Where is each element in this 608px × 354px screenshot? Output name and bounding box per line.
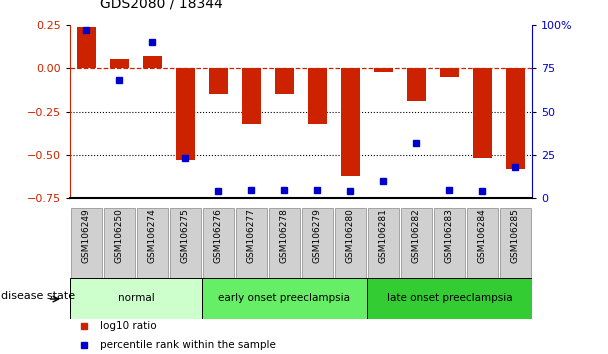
Text: normal: normal [117,293,154,303]
Bar [103,208,135,278]
Bar [440,68,460,77]
Bar [434,208,465,278]
Bar [506,68,525,169]
Text: GSM106280: GSM106280 [346,208,355,263]
Bar [241,68,261,124]
Text: GSM106275: GSM106275 [181,208,190,263]
Bar [202,208,234,278]
Bar [137,208,168,278]
Bar [236,208,268,278]
Text: GSM106276: GSM106276 [214,208,223,263]
Bar [472,68,492,158]
Text: GSM106278: GSM106278 [280,208,289,263]
Text: GSM106250: GSM106250 [115,208,124,263]
Bar [308,68,327,124]
Bar [340,68,361,176]
Bar [401,208,432,278]
Text: GSM106249: GSM106249 [82,208,91,263]
Text: GSM106277: GSM106277 [247,208,256,263]
Text: disease state: disease state [1,291,75,301]
Text: late onset preeclampsia: late onset preeclampsia [387,293,513,303]
Text: percentile rank within the sample: percentile rank within the sample [100,340,276,350]
Bar [275,68,294,94]
Bar [70,278,202,319]
Text: GSM106283: GSM106283 [445,208,454,263]
Bar [407,68,426,101]
Text: GSM106285: GSM106285 [511,208,520,263]
Bar [176,68,195,160]
Bar [467,208,499,278]
Bar [269,208,300,278]
Text: GSM106279: GSM106279 [313,208,322,263]
Bar [71,208,102,278]
Bar [77,27,96,68]
Text: GSM106282: GSM106282 [412,208,421,263]
Bar [500,208,531,278]
Bar [373,68,393,72]
Bar [302,208,333,278]
Text: log10 ratio: log10 ratio [100,321,157,331]
Bar [170,208,201,278]
Text: GDS2080 / 18344: GDS2080 / 18344 [100,0,223,11]
Bar [109,59,130,68]
Bar [142,56,162,68]
Text: GSM106281: GSM106281 [379,208,388,263]
Text: GSM106274: GSM106274 [148,208,157,263]
Bar [202,278,367,319]
Text: GSM106284: GSM106284 [478,208,487,263]
Bar [368,208,399,278]
Bar [209,68,229,94]
Bar [367,278,532,319]
Text: early onset preeclampsia: early onset preeclampsia [218,293,350,303]
Bar [334,208,366,278]
